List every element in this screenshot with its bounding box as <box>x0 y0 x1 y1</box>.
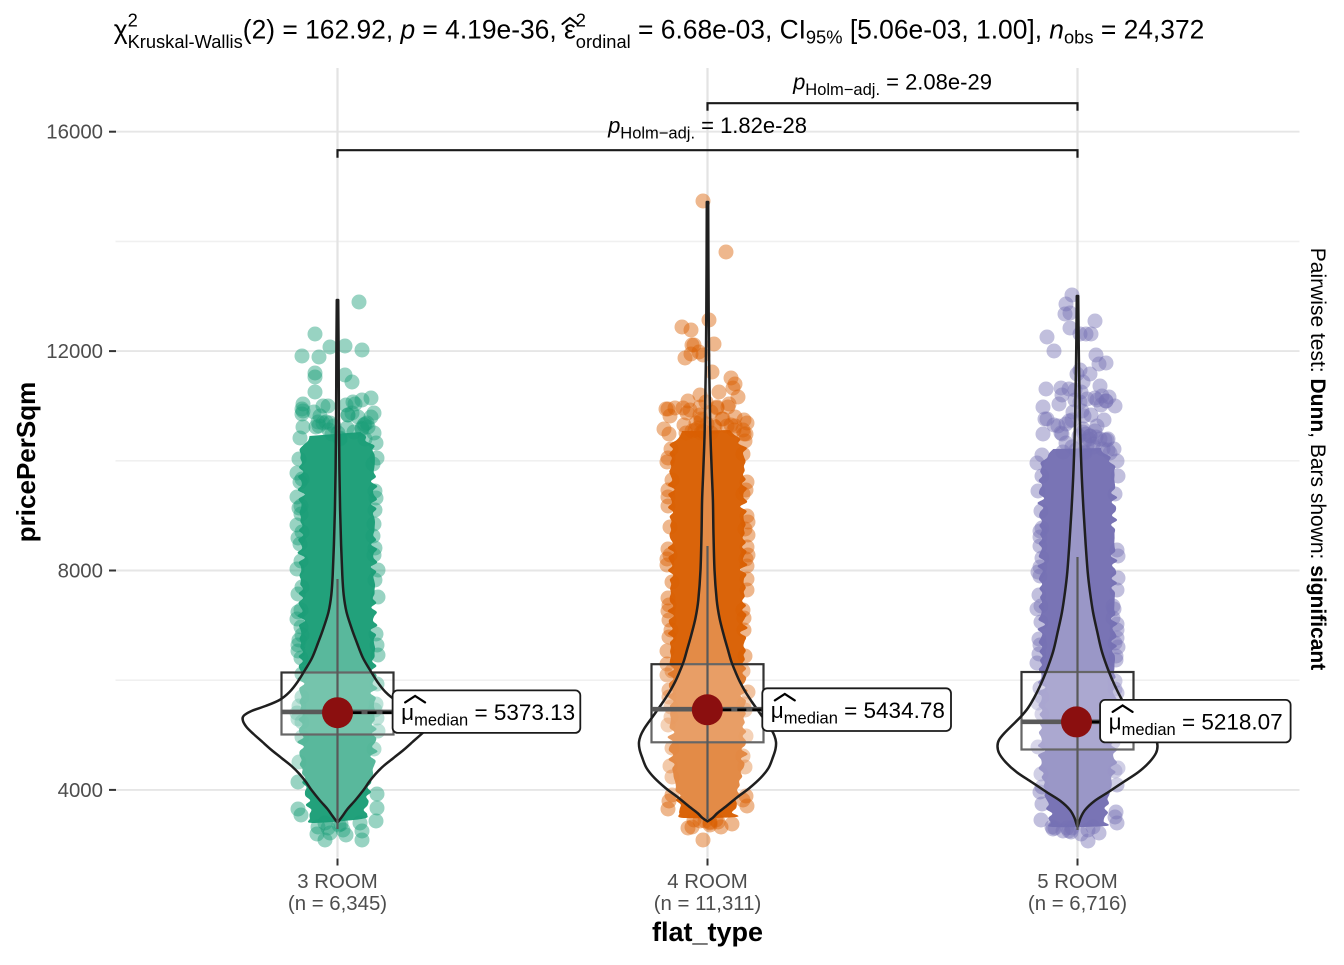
svg-text:n: n <box>1049 15 1064 45</box>
svg-text:4 ROOM: 4 ROOM <box>667 871 747 893</box>
svg-text:= 5218.07: = 5218.07 <box>1176 709 1283 734</box>
svg-text:Holm−adj.: Holm−adj. <box>805 81 880 99</box>
svg-text:flat_type: flat_type <box>652 917 763 947</box>
svg-text:p: p <box>607 113 620 138</box>
svg-text:(n = 11,311): (n = 11,311) <box>654 893 762 915</box>
svg-text:μ: μ <box>401 700 414 725</box>
svg-text:5 ROOM: 5 ROOM <box>1037 871 1117 893</box>
svg-text:median: median <box>1122 721 1176 739</box>
svg-text:(n = 6,345): (n = 6,345) <box>288 893 387 915</box>
svg-text:= 5434.78: = 5434.78 <box>838 698 945 723</box>
svg-text:ordinal: ordinal <box>576 31 631 52</box>
svg-text:[5.06e-03, 1.00],: [5.06e-03, 1.00], <box>843 15 1050 45</box>
svg-text:= 4.19e-36,: = 4.19e-36, <box>415 15 564 45</box>
svg-text:3 ROOM: 3 ROOM <box>297 871 377 893</box>
svg-text:95%: 95% <box>806 27 843 48</box>
svg-text:median: median <box>414 711 468 729</box>
svg-text:p: p <box>400 15 416 45</box>
svg-text:12000: 12000 <box>46 341 103 363</box>
svg-text:(2) = 162.92,: (2) = 162.92, <box>243 15 401 45</box>
svg-text:= 5373.13: = 5373.13 <box>468 700 575 725</box>
svg-text:2: 2 <box>576 10 586 31</box>
svg-text:(n = 6,716): (n = 6,716) <box>1028 893 1127 915</box>
svg-text:= 6.68e-03, CI: = 6.68e-03, CI <box>631 15 806 45</box>
svg-text:μ: μ <box>771 698 784 723</box>
svg-text:2: 2 <box>128 10 138 31</box>
svg-text:median: median <box>784 709 838 727</box>
svg-text:μ: μ <box>1109 709 1122 734</box>
svg-text:= 1.82e-28: = 1.82e-28 <box>695 113 807 138</box>
svg-text:= 2.08e-29: = 2.08e-29 <box>880 70 992 95</box>
svg-text:obs: obs <box>1064 27 1093 48</box>
svg-text:8000: 8000 <box>58 561 103 583</box>
svg-text:ε: ε <box>564 15 576 45</box>
svg-text:χ: χ <box>114 15 128 45</box>
svg-text:p: p <box>792 70 805 95</box>
svg-text:pricePerSqm: pricePerSqm <box>11 382 41 542</box>
svg-text:16000: 16000 <box>46 122 103 144</box>
svg-text:Holm−adj.: Holm−adj. <box>620 125 695 143</box>
svg-text:Kruskal-Wallis: Kruskal-Wallis <box>128 31 243 52</box>
svg-text:= 24,372: = 24,372 <box>1094 15 1205 45</box>
svg-text:Pairwise test: Dunn, Bars show: Pairwise test: Dunn, Bars shown: signifi… <box>1306 248 1329 670</box>
svg-text:4000: 4000 <box>58 780 103 802</box>
